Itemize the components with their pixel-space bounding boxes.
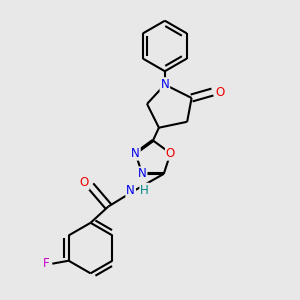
Text: F: F xyxy=(43,257,50,270)
Text: H: H xyxy=(140,184,149,196)
Text: O: O xyxy=(215,85,224,98)
Text: N: N xyxy=(138,167,146,180)
Text: O: O xyxy=(80,176,88,189)
Text: N: N xyxy=(131,147,140,160)
Text: N: N xyxy=(160,78,169,91)
Text: N: N xyxy=(126,184,135,196)
Text: O: O xyxy=(166,147,175,160)
